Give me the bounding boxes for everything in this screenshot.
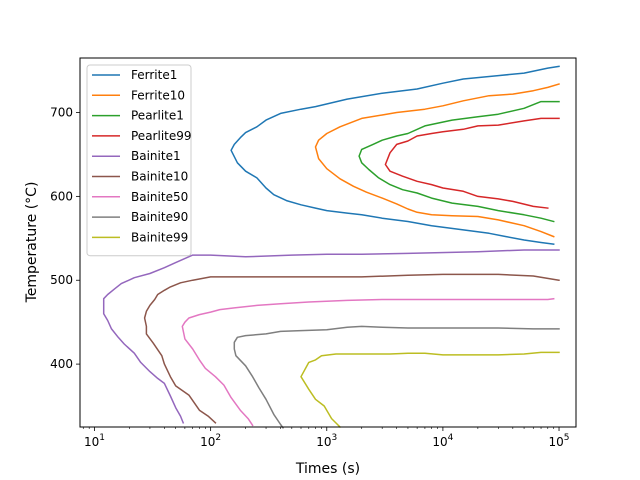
legend-label-ferrite1: Ferrite1 [131, 68, 177, 82]
legend-label-bainite50: Bainite50 [131, 190, 188, 204]
legend-label-bainite99: Bainite99 [131, 230, 188, 244]
legend-label-bainite90: Bainite90 [131, 210, 188, 224]
x-axis-title: Times (s) [295, 461, 360, 477]
series-line-bainite10 [143, 273, 560, 424]
series-line-bainite50 [181, 297, 555, 427]
series-line-ferrite1 [230, 65, 560, 246]
legend-label-bainite1: Bainite1 [131, 149, 181, 163]
series-line-pearlite99 [384, 117, 560, 209]
series-line-bainite99 [300, 351, 560, 429]
x-tick-label: 102 [200, 433, 221, 449]
series-line-ferrite10 [314, 83, 560, 238]
legend-label-ferrite10: Ferrite10 [131, 88, 185, 102]
y-axis-title: Temperature (°C) [24, 182, 40, 304]
plot-lines [102, 65, 560, 429]
x-tick-label: 104 [432, 433, 453, 449]
series-line-pearlite1 [358, 100, 560, 223]
x-tick-label: 101 [84, 433, 105, 449]
legend-label-pearlite99: Pearlite99 [131, 129, 192, 143]
x-axis: 101 102 103 104 105 [82, 427, 570, 449]
legend-label-pearlite1: Pearlite1 [131, 109, 184, 123]
y-axis: 400 500 600 700 [50, 106, 80, 371]
y-tick-label: 600 [50, 189, 73, 203]
y-tick-label: 400 [50, 357, 73, 371]
x-tick-label: 103 [316, 433, 337, 449]
series-line-bainite1 [102, 249, 560, 424]
y-tick-label: 500 [50, 273, 73, 287]
x-tick-label: 105 [549, 433, 570, 449]
series-line-bainite90 [233, 325, 560, 429]
legend: Ferrite1 Ferrite10 Pearlite1 Pearlite99 Bain… [86, 64, 192, 257]
plot-frame [79, 57, 577, 428]
y-tick-label: 700 [50, 106, 73, 120]
legend-box [86, 64, 192, 257]
legend-label-bainite10: Bainite10 [131, 170, 188, 184]
